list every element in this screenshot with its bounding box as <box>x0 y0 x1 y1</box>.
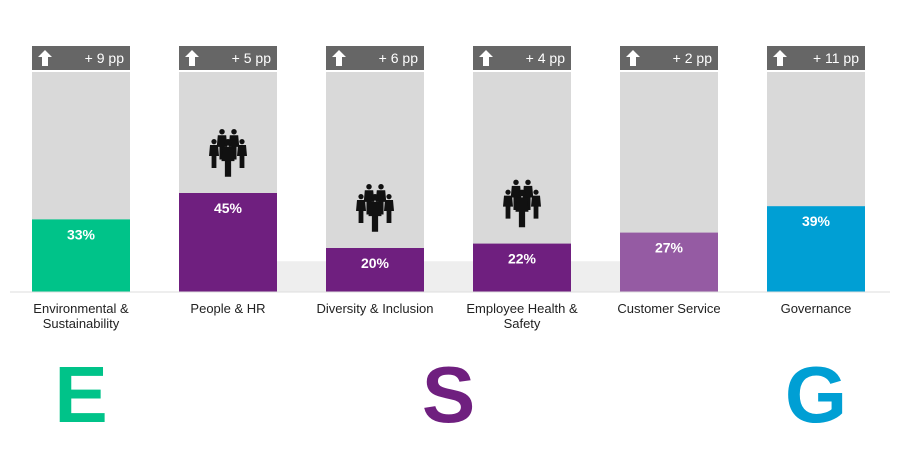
value-label: 39% <box>802 213 831 229</box>
bars-layer: 33% + 9 pp 45% + 5 pp 20% + 6 pp 22% + 4 pp 27% +… <box>32 46 865 292</box>
arrow-up-icon <box>626 50 640 66</box>
pillar-letter: E <box>54 350 108 439</box>
value-label: 33% <box>67 226 96 242</box>
value-label: 45% <box>214 200 243 216</box>
arrow-up-icon <box>332 50 346 66</box>
change-badge <box>32 46 130 70</box>
bar-group: 27% + 2 pp <box>620 46 718 292</box>
category-label-line: Safety <box>503 316 541 331</box>
category-label: Environmental & Sustainability <box>11 301 151 331</box>
change-badge <box>767 46 865 70</box>
category-label: People & HR <box>158 301 298 316</box>
category-label-line: Environmental & <box>33 301 129 316</box>
category-label-line: Customer Service <box>617 301 721 316</box>
change-badge <box>179 46 277 70</box>
pillar-letter: S <box>421 350 476 439</box>
bar <box>767 206 865 292</box>
arrow-up-icon <box>479 50 493 66</box>
arrow-up-icon <box>185 50 199 66</box>
bar <box>326 248 424 292</box>
people-group-icon <box>356 184 394 232</box>
change-badge <box>620 46 718 70</box>
bar-group: 22% + 4 pp <box>473 46 571 292</box>
category-label-line: Diversity & Inclusion <box>316 301 434 316</box>
change-label: + 2 pp <box>673 50 713 66</box>
category-label-line: Employee Health & <box>466 301 578 316</box>
people-group-icon <box>503 179 541 228</box>
change-badge <box>326 46 424 70</box>
bar-group: 39% + 11 pp <box>767 46 865 292</box>
arrow-up-icon <box>773 50 787 66</box>
bar-group: 20% + 6 pp <box>326 46 424 292</box>
bar <box>473 243 571 292</box>
change-label: + 11 pp <box>813 50 859 66</box>
bar-group: 45% + 5 pp <box>179 46 277 292</box>
change-label: + 9 pp <box>85 50 125 66</box>
bar <box>179 193 277 292</box>
value-label: 20% <box>361 255 390 271</box>
category-label-line: People & HR <box>190 301 266 316</box>
bar-group: 33% + 9 pp <box>32 46 130 292</box>
category-label: Customer Service <box>599 301 739 316</box>
change-label: + 6 pp <box>379 50 419 66</box>
value-label: 22% <box>508 251 537 267</box>
value-label: 27% <box>655 240 684 256</box>
category-label: Diversity & Inclusion <box>305 301 445 316</box>
change-label: + 4 pp <box>526 50 566 66</box>
bar <box>620 232 718 292</box>
category-label-line: Governance <box>780 301 852 316</box>
category-label-line: Sustainability <box>42 316 120 331</box>
people-group-icon <box>209 129 247 177</box>
category-label: Employee Health & Safety <box>452 301 592 331</box>
change-label: + 5 pp <box>232 50 272 66</box>
category-label: Governance <box>746 301 886 316</box>
bar <box>32 219 130 292</box>
pillar-letter: G <box>784 350 848 439</box>
change-badge <box>473 46 571 70</box>
arrow-up-icon <box>38 50 52 66</box>
